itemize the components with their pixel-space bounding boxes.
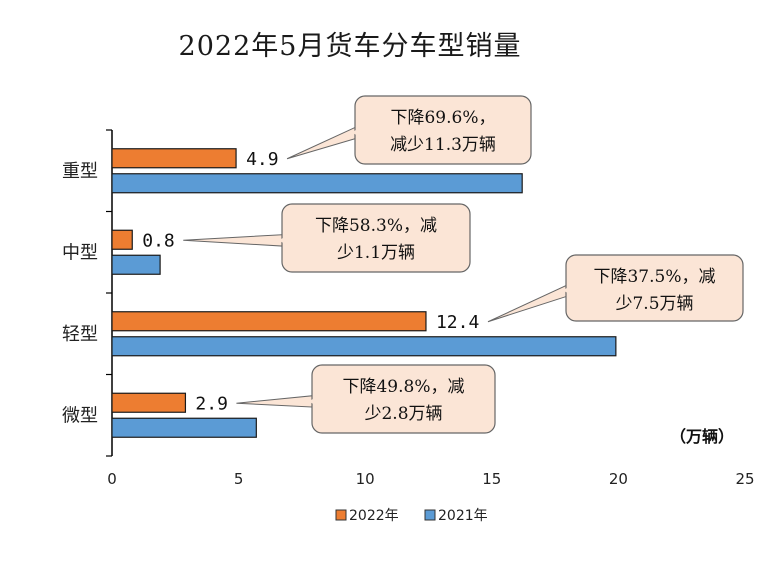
callout-text: 少2.8万辆 xyxy=(364,404,442,424)
bar-2022 xyxy=(111,148,237,169)
callout-pointer xyxy=(183,234,285,247)
callout-pointer-join xyxy=(279,236,285,245)
callout-pointer xyxy=(487,283,569,323)
callout-pointer xyxy=(286,125,358,160)
callout-box xyxy=(565,254,744,322)
callout-box xyxy=(311,364,496,434)
category-label: 中型 xyxy=(62,242,98,263)
callout-pointer-join xyxy=(352,128,358,137)
bar-2021 xyxy=(111,173,523,194)
legend-label-2021: 2021年 xyxy=(438,508,488,524)
category-label: 轻型 xyxy=(62,324,98,345)
callout-text: 下降69.6%， xyxy=(390,108,495,128)
chart-title: 2022年5月货车分车型销量 xyxy=(178,31,522,62)
callout-pointer-join xyxy=(563,286,569,294)
callout-text: 下降58.3%，减 xyxy=(315,216,437,236)
callout-text: 少1.1万辆 xyxy=(337,243,415,263)
bar-2021 xyxy=(111,336,617,357)
bar-2021 xyxy=(111,417,257,438)
data-label: 4.9 xyxy=(246,149,279,170)
legend-swatch-2022 xyxy=(335,509,347,521)
x-tick-label: 15 xyxy=(482,470,501,488)
bar-2022 xyxy=(111,311,427,332)
x-tick-label: 10 xyxy=(356,470,375,488)
x-tick-label: 20 xyxy=(609,470,628,488)
callout-box xyxy=(281,203,471,273)
callout-text: 减少11.3万辆 xyxy=(390,135,496,155)
x-tick-label: 5 xyxy=(234,470,244,488)
category-label: 微型 xyxy=(62,405,98,426)
bar-2022 xyxy=(111,229,133,250)
legend-swatch-2021 xyxy=(424,509,436,521)
x-tick-label: 25 xyxy=(735,470,754,488)
bar-2022 xyxy=(111,392,187,413)
callout-text: 下降49.8%，减 xyxy=(342,377,464,397)
callout-text: 少7.5万辆 xyxy=(615,294,693,314)
bar-2021 xyxy=(111,254,161,275)
x-tick-label: 0 xyxy=(107,470,117,488)
category-label: 重型 xyxy=(62,161,98,182)
data-label: 0.8 xyxy=(142,230,175,251)
data-label: 12.4 xyxy=(436,312,479,333)
callout-pointer xyxy=(236,395,315,408)
callout-pointer-join xyxy=(309,397,315,406)
callout-text: 下降37.5%，减 xyxy=(593,267,715,287)
callout-box xyxy=(354,95,532,165)
x-unit-label: （万辆） xyxy=(670,427,734,446)
data-label: 2.9 xyxy=(195,393,228,414)
legend-label-2022: 2022年 xyxy=(349,508,399,524)
